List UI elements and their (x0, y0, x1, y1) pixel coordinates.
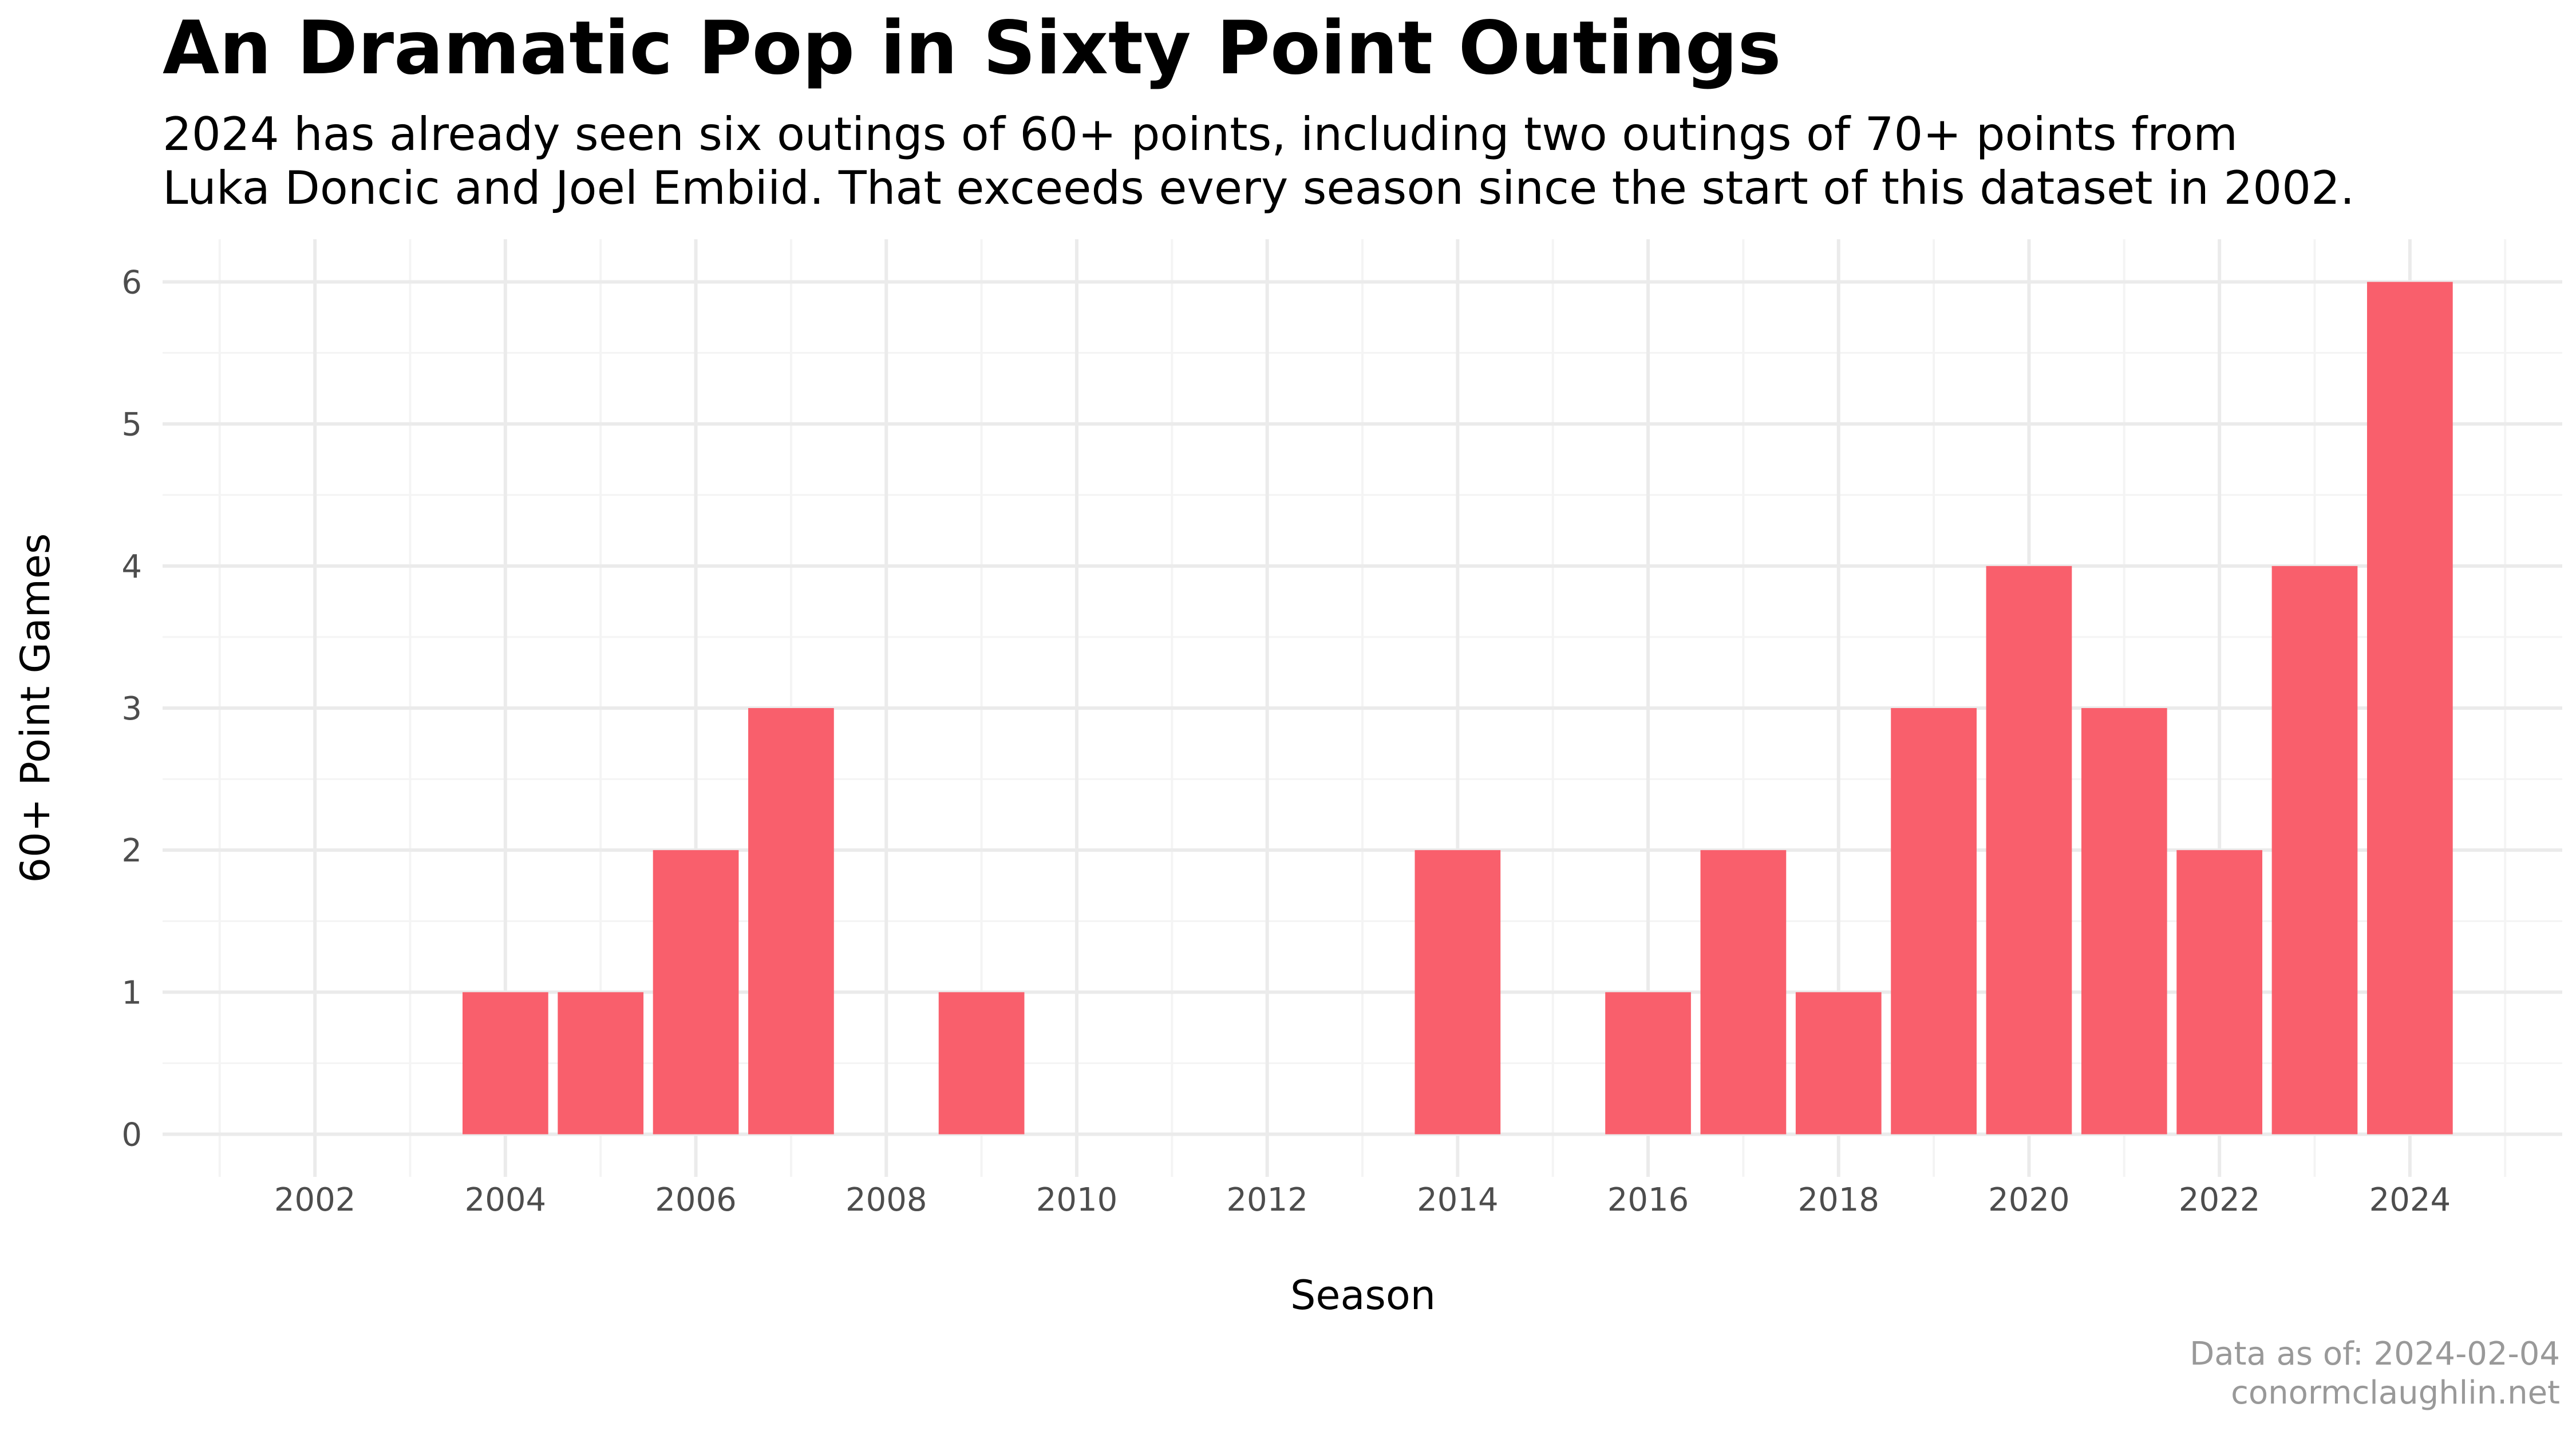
subtitle-line-1: 2024 has already seen six outings of 60+… (163, 108, 2238, 161)
y-tick-label-2: 2 (121, 832, 142, 869)
x-tick-label-2006: 2006 (655, 1181, 737, 1219)
chart-subtitle: 2024 has already seen six outings of 60+… (163, 108, 2354, 215)
y-tick-label-3: 3 (121, 690, 142, 728)
bar-2019 (1891, 708, 1977, 1134)
x-tick-label-2022: 2022 (2179, 1181, 2261, 1219)
x-tick-label-2024: 2024 (2369, 1181, 2451, 1219)
x-tick-label-2014: 2014 (1417, 1181, 1499, 1219)
bar-2004 (463, 992, 548, 1134)
bar-2017 (1700, 850, 1787, 1134)
bar-2006 (653, 850, 739, 1134)
y-tick-label-1: 1 (121, 974, 142, 1011)
x-tick-label-2020: 2020 (1988, 1181, 2070, 1219)
x-axis-ticks: 2002 2004 2006 2008 2010 2012 2014 2016 2018 2020… (274, 1181, 2451, 1219)
caption-source: conormclaughlin.net (2231, 1374, 2560, 1412)
bar-2018 (1795, 992, 1882, 1134)
bar-2005 (558, 992, 644, 1134)
y-tick-label-0: 0 (121, 1117, 142, 1154)
bar-2007 (748, 708, 834, 1134)
x-tick-label-2002: 2002 (274, 1181, 356, 1219)
x-tick-label-2010: 2010 (1036, 1181, 1118, 1219)
caption-data-date: Data as of: 2024-02-04 (2190, 1335, 2560, 1373)
x-tick-label-2016: 2016 (1607, 1181, 1689, 1219)
chart-title: An Dramatic Pop in Sixty Point Outings (163, 6, 1781, 91)
x-axis-title: Season (1290, 1272, 1436, 1319)
x-tick-label-2004: 2004 (465, 1181, 547, 1219)
bar-2023 (2271, 566, 2358, 1134)
y-axis-ticks: 0 1 2 3 4 5 6 (121, 264, 142, 1153)
subtitle-line-2: Luka Doncic and Joel Embiid. That exceed… (163, 161, 2355, 215)
bar-2021 (2081, 708, 2167, 1134)
bar-2014 (1415, 850, 1501, 1134)
bar-2022 (2176, 850, 2262, 1134)
x-tick-label-2008: 2008 (846, 1181, 927, 1219)
bar-2020 (1986, 566, 2072, 1134)
x-tick-label-2012: 2012 (1226, 1181, 1308, 1219)
bar-2024 (2366, 282, 2453, 1134)
chart-caption: Data as of: 2024-02-04 conormclaughlin.n… (2190, 1335, 2560, 1413)
y-axis-title: 60+ Point Games (12, 533, 59, 883)
y-tick-label-4: 4 (121, 548, 142, 586)
bars (463, 282, 2453, 1134)
bar-2009 (938, 992, 1025, 1134)
y-tick-label-5: 5 (121, 406, 142, 444)
x-tick-label-2018: 2018 (1797, 1181, 1879, 1219)
y-tick-label-6: 6 (121, 264, 142, 301)
bar-2016 (1605, 992, 1691, 1134)
